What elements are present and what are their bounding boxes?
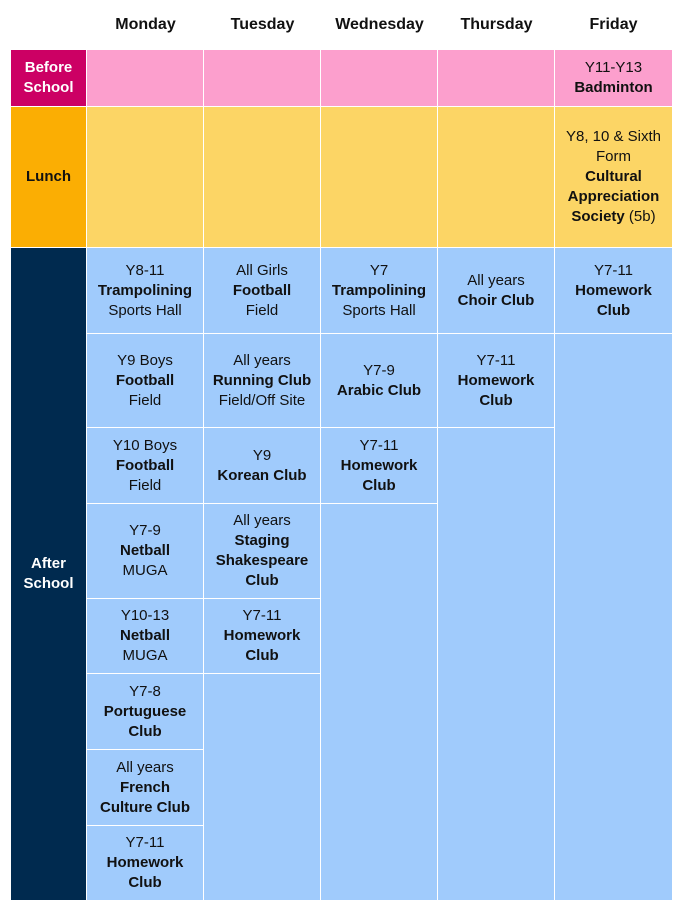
club-years: Y7-11 (242, 607, 282, 624)
club-years: All years (233, 512, 291, 529)
club-location: Field (245, 301, 279, 319)
club-years: All years (116, 758, 174, 776)
club-years: Y8, 10 & Sixth Form (565, 128, 662, 165)
club-activity: Portuguese Club (103, 702, 187, 740)
after-school-tuesday-club-5: Y7-11 Homework Club (204, 599, 321, 674)
club-years: Y7-11 (359, 436, 399, 454)
day-header-monday: Monday (115, 16, 176, 33)
club-activity: Choir Club (457, 291, 535, 309)
club-activity: Football (115, 456, 175, 474)
after-school-monday-club-7: All years French Culture Club (87, 750, 204, 826)
after-school-thursday-empty (438, 428, 555, 900)
after-school-monday-club-6: Y7-8 Portuguese Club (87, 674, 204, 750)
club-activity: Arabic Club (336, 381, 422, 399)
club-years: Y9 (252, 446, 272, 464)
after-school-wednesday-club-2: Y7-9 Arabic Club (321, 334, 438, 428)
club-activity: Netball (119, 542, 170, 559)
club-activity: Trampolining (331, 281, 427, 299)
club-years: Y7-8 (129, 682, 161, 700)
before-school-thursday-cell (438, 50, 555, 107)
club-activity: Korean Club (217, 466, 307, 484)
lunch-monday-cell (87, 107, 204, 248)
club-activity: Running Club (212, 371, 312, 389)
club-activity: Trampolining (97, 281, 193, 299)
after-school-tuesday-club-1: All Girls Football Field (204, 248, 321, 334)
club-years: Y9 Boys (117, 351, 173, 369)
after-school-monday-club-1: Y8-11 Trampolining Sports Hall (87, 248, 204, 334)
row-label-text: Lunch (26, 168, 71, 185)
club-activity: Badminton (574, 79, 653, 96)
club-activity: French Culture Club (100, 778, 190, 816)
before-school-friday-cell: Y11-Y13 Badminton (555, 50, 672, 107)
club-years: Y7-11 (594, 261, 633, 279)
club-years: All years (233, 351, 291, 369)
after-school-tuesday-empty (204, 674, 321, 900)
club-location: MUGA (122, 647, 168, 664)
club-years: Y7-11 (476, 351, 516, 369)
club-years: Y7-9 (363, 361, 395, 379)
club-years: All years (467, 271, 525, 289)
club-activity: Football (115, 371, 175, 389)
before-school-wednesday-cell (321, 50, 438, 107)
club-location: Field (128, 391, 162, 409)
after-school-tuesday-club-3: Y9 Korean Club (204, 428, 321, 504)
club-activity: Cultural Appreciation Society (567, 168, 660, 225)
club-years: Y10 Boys (112, 436, 178, 454)
after-school-wednesday-empty (321, 504, 438, 900)
club-years: Y7 (369, 261, 389, 279)
after-school-wednesday-club-1: Y7 Trampolining Sports Hall (321, 248, 438, 334)
after-school-tuesday-club-4: All years Staging Shakespeare Club (204, 504, 321, 599)
club-location: MUGA (122, 562, 168, 579)
after-school-monday-club-2: Y9 Boys Football Field (87, 334, 204, 428)
before-school-monday-cell (87, 50, 204, 107)
club-years: All Girls (236, 261, 288, 279)
row-label-text: After School (23, 555, 74, 592)
day-header-friday: Friday (589, 16, 638, 33)
day-header-wednesday: Wednesday (335, 16, 424, 33)
after-school-monday-club-5: Y10-13 Netball MUGA (87, 599, 204, 674)
row-label-before-school: Before School (11, 50, 86, 107)
club-activity: Homework Club (106, 854, 184, 891)
lunch-thursday-cell (438, 107, 555, 248)
club-years: Y8-11 (125, 261, 165, 279)
club-years: Y10-13 (120, 607, 170, 624)
after-school-friday-club-1: Y7-11 Homework Club (555, 248, 672, 334)
before-school-tuesday-cell (204, 50, 321, 107)
club-room: (5b) (628, 208, 656, 225)
club-years: Y11-Y13 (584, 59, 643, 76)
club-activity: Homework Club (340, 456, 418, 494)
club-activity-line: Cultural Appreciation Society (5b) (561, 167, 666, 227)
club-location: Field/Off Site (218, 391, 306, 409)
after-school-thursday-club-2: Y7-11 Homework Club (438, 334, 555, 428)
after-school-monday-club-4: Y7-9 Netball MUGA (87, 504, 204, 599)
club-location: Field (128, 476, 162, 494)
lunch-tuesday-cell (204, 107, 321, 248)
after-school-tuesday-club-2: All years Running Club Field/Off Site (204, 334, 321, 428)
after-school-friday-empty (555, 334, 672, 900)
club-activity: Football (232, 281, 292, 299)
club-activity: Staging Shakespeare Club (215, 532, 309, 589)
day-header-thursday: Thursday (460, 16, 533, 33)
club-years: Y7-9 (129, 522, 161, 539)
club-location: Sports Hall (108, 301, 182, 319)
row-label-text: Before School (23, 59, 74, 96)
club-activity: Homework Club (575, 281, 652, 319)
after-school-thursday-club-1: All years Choir Club (438, 248, 555, 334)
day-header-tuesday: Tuesday (230, 16, 295, 33)
after-school-monday-club-8: Y7-11 Homework Club (87, 826, 204, 900)
club-activity: Homework Club (457, 371, 535, 409)
club-location: Sports Hall (342, 301, 416, 319)
club-activity: Homework Club (223, 627, 301, 664)
after-school-wednesday-club-3: Y7-11 Homework Club (321, 428, 438, 504)
after-school-monday-club-3: Y10 Boys Football Field (87, 428, 204, 504)
club-activity: Netball (119, 627, 170, 644)
row-label-lunch: Lunch (11, 107, 86, 248)
club-years: Y7-11 (125, 834, 165, 851)
lunch-friday-cell: Y8, 10 & Sixth Form Cultural Appreciatio… (555, 107, 672, 248)
lunch-wednesday-cell (321, 107, 438, 248)
row-label-after-school: After School (11, 248, 86, 900)
